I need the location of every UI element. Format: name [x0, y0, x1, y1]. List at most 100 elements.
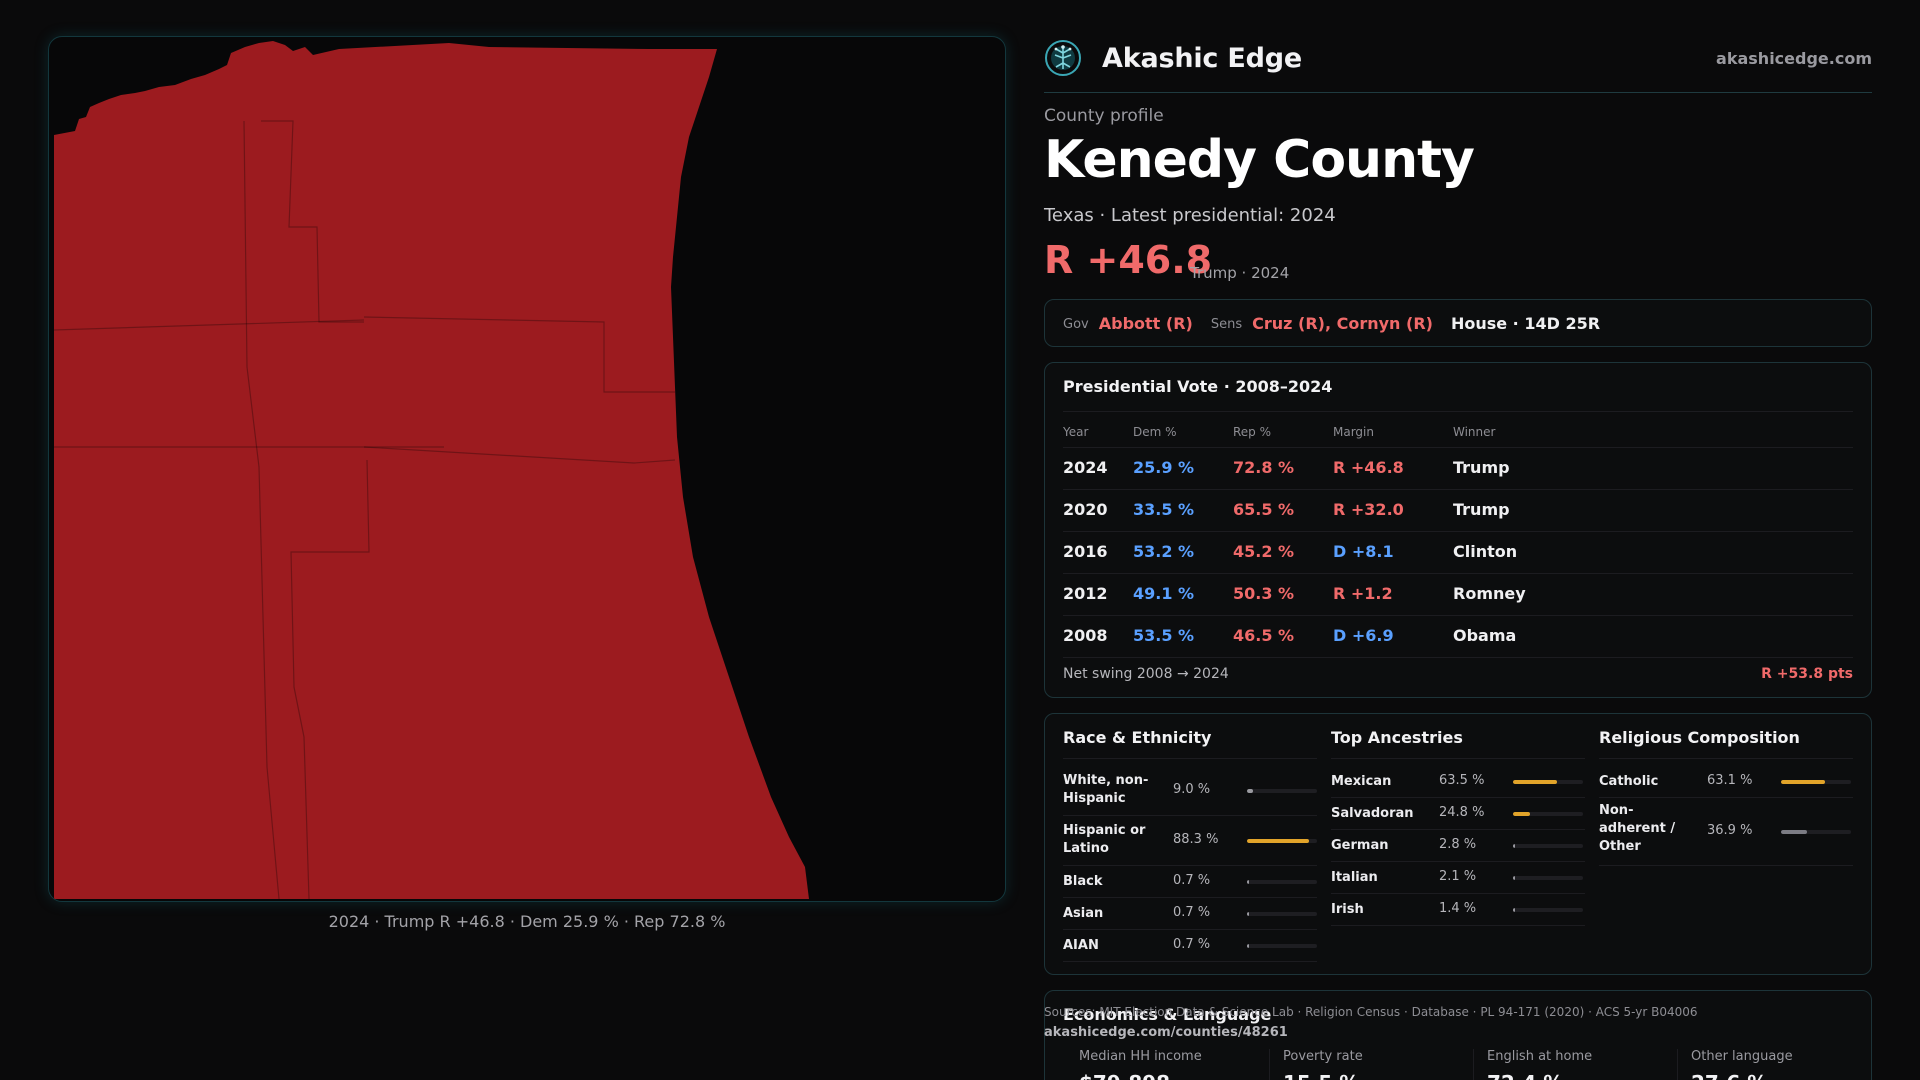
cell-year: 2012 — [1063, 584, 1108, 603]
list-item: White, non-Hispanic 9.0 % — [1063, 766, 1317, 816]
cell-margin: D +6.9 — [1333, 626, 1394, 645]
headline-margin: R +46.8 — [1044, 238, 1213, 282]
share-bar-fill — [1513, 876, 1515, 880]
cell-margin: D +8.1 — [1333, 542, 1394, 561]
header-divider — [1044, 92, 1872, 93]
table-row[interactable]: 2012 49.1 % 50.3 % R +1.2 Romney — [1063, 573, 1853, 615]
list-item: Italian 2.1 % — [1331, 862, 1585, 894]
item-percent: 9.0 % — [1173, 782, 1211, 797]
profile-kicker: County profile — [1044, 106, 1164, 126]
tree-of-life-icon[interactable] — [1044, 39, 1082, 77]
page-title: Kenedy County — [1044, 130, 1475, 190]
item-percent: 0.7 % — [1173, 937, 1211, 952]
swing-divider — [1063, 657, 1853, 658]
net-swing-label: Net swing 2008 → 2024 — [1063, 666, 1229, 682]
item-percent: 88.3 % — [1173, 832, 1219, 847]
stat-divider — [1677, 1049, 1678, 1080]
cell-rep-pct: 72.8 % — [1233, 458, 1295, 477]
cell-dem-pct: 49.1 % — [1133, 584, 1195, 603]
source-url-link[interactable]: akashicedge.com/counties/48261 — [1044, 1025, 1288, 1040]
stat-divider — [1473, 1049, 1474, 1080]
table-row[interactable]: 2024 25.9 % 72.8 % R +46.8 Trump — [1063, 447, 1853, 489]
list-item: Hispanic or Latino 88.3 % — [1063, 816, 1317, 866]
subcounty-lines — [53, 120, 676, 900]
cell-dem-pct: 53.5 % — [1133, 626, 1195, 645]
item-percent: 63.1 % — [1707, 773, 1753, 788]
sens-key: Sens — [1210, 317, 1243, 332]
cell-dem-pct: 25.9 % — [1133, 458, 1195, 477]
item-label: Irish — [1331, 902, 1364, 917]
economics-stat-value: 15.5 % — [1283, 1071, 1359, 1080]
column-divider — [1331, 758, 1585, 759]
cell-winner: Obama — [1453, 626, 1517, 645]
county-map[interactable] — [49, 37, 1006, 902]
county-map-frame[interactable] — [48, 36, 1006, 902]
item-percent: 36.9 % — [1707, 823, 1753, 838]
column-divider — [1063, 758, 1317, 759]
item-percent: 1.4 % — [1439, 901, 1477, 916]
item-label: AIAN — [1063, 938, 1099, 953]
item-label: Salvadoran — [1331, 806, 1414, 821]
race-ethnicity-title: Race & Ethnicity — [1063, 728, 1212, 747]
cell-year: 2024 — [1063, 458, 1108, 477]
economics-stat-label: Median HH income — [1079, 1049, 1202, 1064]
share-bar-fill — [1247, 944, 1249, 948]
table-row[interactable]: 2020 33.5 % 65.5 % R +32.0 Trump — [1063, 489, 1853, 531]
source-note: Sources: MIT Election Data & Science Lab… — [1044, 1005, 1698, 1019]
share-bar — [1247, 839, 1317, 843]
cell-year: 2016 — [1063, 542, 1108, 561]
net-swing-value: R +53.8 pts — [1761, 666, 1853, 682]
table-row[interactable]: 2016 53.2 % 45.2 % D +8.1 Clinton — [1063, 531, 1853, 573]
list-item: Non-adherent / Other 36.9 % — [1599, 798, 1853, 866]
brand-name[interactable]: Akashic Edge — [1102, 42, 1303, 74]
list-item: AIAN 0.7 % — [1063, 930, 1317, 962]
share-bar — [1513, 780, 1583, 784]
share-bar-fill — [1513, 812, 1531, 816]
table-divider — [1063, 411, 1853, 412]
item-label: Asian — [1063, 906, 1104, 921]
cell-year: 2008 — [1063, 626, 1108, 645]
share-bar-fill — [1247, 912, 1249, 916]
house-delegation: House · 14D 25R — [1450, 313, 1601, 333]
sens-value: Cruz (R), Cornyn (R) — [1252, 313, 1433, 333]
map-caption: 2024 · Trump R +46.8 · Dem 25.9 % · Rep … — [328, 912, 726, 931]
cell-rep-pct: 65.5 % — [1233, 500, 1295, 519]
item-label: Non-adherent / Other — [1599, 803, 1676, 854]
share-bar-fill — [1247, 789, 1254, 793]
presidential-vote-card: Presidential Vote · 2008–2024 Year Dem %… — [1044, 362, 1872, 698]
cell-margin: R +32.0 — [1333, 500, 1404, 519]
stat-divider — [1269, 1049, 1270, 1080]
cell-rep-pct: 45.2 % — [1233, 542, 1295, 561]
item-percent: 2.8 % — [1439, 837, 1477, 852]
cell-margin: R +1.2 — [1333, 584, 1393, 603]
item-percent: 0.7 % — [1173, 873, 1211, 888]
share-bar-fill — [1513, 908, 1515, 912]
column-divider — [1599, 758, 1853, 759]
share-bar-fill — [1247, 839, 1309, 843]
officials-card: Gov Abbott (R) Sens Cruz (R), Cornyn (R)… — [1044, 299, 1872, 347]
religion-title: Religious Composition — [1599, 728, 1800, 747]
item-label: White, non-Hispanic — [1063, 773, 1149, 806]
economics-title: Economics & Language — [1063, 1005, 1272, 1024]
list-item: German 2.8 % — [1331, 830, 1585, 862]
brand-url-link[interactable]: akashicedge.com — [1716, 48, 1872, 68]
share-bar — [1247, 944, 1317, 948]
share-bar-fill — [1781, 830, 1807, 834]
share-bar — [1513, 908, 1583, 912]
list-item: Irish 1.4 % — [1331, 894, 1585, 926]
item-percent: 0.7 % — [1173, 905, 1211, 920]
col-header-margin: Margin — [1333, 425, 1374, 439]
cell-year: 2020 — [1063, 500, 1108, 519]
share-bar — [1781, 830, 1851, 834]
item-label: Italian — [1331, 870, 1378, 885]
county-shape[interactable] — [54, 41, 809, 899]
share-bar — [1781, 780, 1851, 784]
table-row[interactable]: 2008 53.5 % 46.5 % D +6.9 Obama — [1063, 615, 1853, 657]
share-bar — [1513, 844, 1583, 848]
share-bar — [1247, 912, 1317, 916]
economics-stat-label: Poverty rate — [1283, 1049, 1363, 1064]
profile-subtitle: Texas · Latest presidential: 2024 — [1044, 205, 1336, 226]
cell-dem-pct: 33.5 % — [1133, 500, 1195, 519]
share-bar — [1247, 880, 1317, 884]
list-item: Salvadoran 24.8 % — [1331, 798, 1585, 830]
